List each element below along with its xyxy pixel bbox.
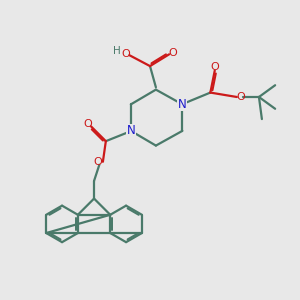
Text: O: O [93, 157, 102, 167]
Text: O: O [121, 49, 130, 59]
Text: O: O [210, 62, 219, 72]
Text: O: O [169, 48, 177, 58]
Text: N: N [178, 98, 187, 111]
Text: O: O [83, 119, 92, 129]
Text: H: H [113, 46, 121, 56]
Text: O: O [236, 92, 245, 102]
Text: N: N [127, 124, 135, 137]
